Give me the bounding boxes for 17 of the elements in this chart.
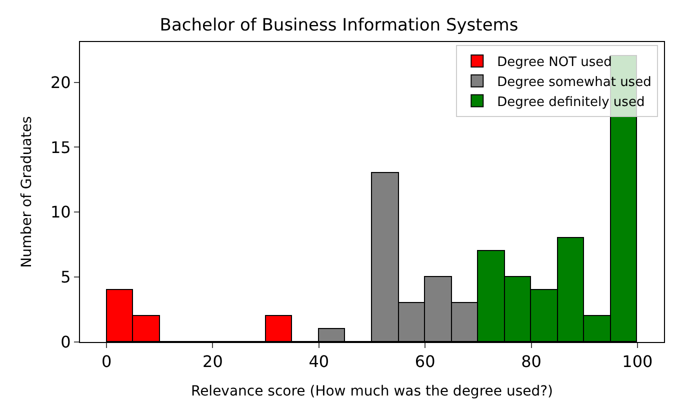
y-axis-title: Number of Graduates: [19, 116, 36, 268]
x-axis-title: Relevance score (How much was the degree used?): [190, 384, 554, 400]
legend-label: Degree NOT used: [497, 55, 612, 70]
legend-label: Degree somewhat used: [497, 74, 652, 90]
y-tick-label: 0: [60, 332, 71, 352]
y-tick-label: 20: [50, 72, 71, 92]
y-tick-label: 5: [60, 268, 71, 287]
x-tick-label: 20: [202, 352, 223, 372]
x-tick-label: 60: [414, 352, 436, 372]
x-tick-label: 40: [308, 352, 330, 372]
x-tick-label: 80: [521, 352, 542, 372]
x-tick-label: 0: [101, 352, 112, 372]
chart-title: Bachelor of Business Information Systems: [160, 15, 518, 36]
y-tick-label: 15: [50, 138, 71, 157]
legend-label: Degree definitely used: [497, 94, 645, 110]
x-tick-label: 100: [622, 352, 653, 372]
y-tick-label: 10: [50, 202, 71, 222]
